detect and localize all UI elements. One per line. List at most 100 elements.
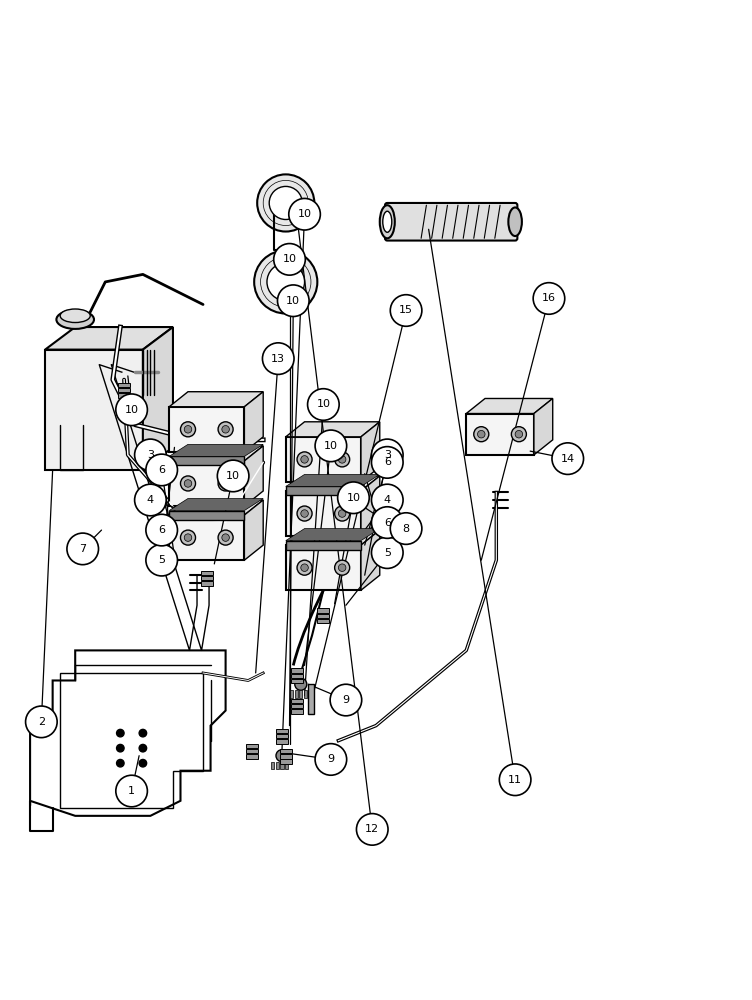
Circle shape <box>330 684 362 716</box>
Circle shape <box>515 430 523 438</box>
Circle shape <box>146 514 177 546</box>
Bar <box>291 699 303 703</box>
Text: 4: 4 <box>384 495 391 505</box>
Polygon shape <box>361 530 380 590</box>
FancyBboxPatch shape <box>45 350 143 470</box>
Bar <box>291 704 303 708</box>
Circle shape <box>297 560 312 575</box>
Circle shape <box>390 295 422 326</box>
Circle shape <box>116 775 147 807</box>
Text: 11: 11 <box>508 775 522 785</box>
Circle shape <box>184 480 192 487</box>
Text: 1: 1 <box>128 786 135 796</box>
Bar <box>299 690 302 698</box>
Circle shape <box>180 530 196 545</box>
Circle shape <box>338 564 346 571</box>
Polygon shape <box>286 530 380 545</box>
Polygon shape <box>169 446 263 461</box>
Polygon shape <box>466 398 553 414</box>
Circle shape <box>511 427 526 442</box>
Bar <box>291 668 303 673</box>
Circle shape <box>146 544 177 576</box>
Text: 6: 6 <box>384 457 391 467</box>
Polygon shape <box>466 414 534 455</box>
Circle shape <box>269 186 302 220</box>
Text: 6: 6 <box>158 465 165 475</box>
Polygon shape <box>286 437 361 482</box>
Circle shape <box>335 506 350 521</box>
Circle shape <box>135 439 166 471</box>
Circle shape <box>289 198 320 230</box>
Text: 10: 10 <box>226 471 240 481</box>
Circle shape <box>180 476 196 491</box>
Bar <box>276 729 288 733</box>
Circle shape <box>478 430 485 438</box>
Circle shape <box>301 510 308 517</box>
Text: 6: 6 <box>158 525 165 535</box>
Bar <box>291 709 303 714</box>
Ellipse shape <box>508 207 522 236</box>
Polygon shape <box>244 500 263 560</box>
Circle shape <box>257 174 314 232</box>
Text: 15: 15 <box>399 305 413 315</box>
Bar <box>246 754 258 759</box>
Polygon shape <box>169 498 263 511</box>
Polygon shape <box>169 500 263 515</box>
Polygon shape <box>169 444 263 456</box>
Bar <box>280 749 292 753</box>
Text: 10: 10 <box>125 405 138 415</box>
Circle shape <box>371 537 403 568</box>
Circle shape <box>116 394 147 426</box>
Text: 14: 14 <box>561 454 575 464</box>
Bar <box>201 571 213 575</box>
Circle shape <box>267 263 305 301</box>
Bar <box>276 739 288 744</box>
Circle shape <box>371 447 403 478</box>
Circle shape <box>338 510 346 517</box>
Circle shape <box>184 426 192 433</box>
Bar <box>118 383 130 387</box>
Bar <box>317 608 329 613</box>
Text: 9: 9 <box>342 695 350 705</box>
Circle shape <box>139 729 147 737</box>
Polygon shape <box>169 515 244 560</box>
Polygon shape <box>286 422 380 437</box>
Bar <box>118 393 130 398</box>
Circle shape <box>146 454 177 486</box>
Circle shape <box>308 389 339 420</box>
Circle shape <box>277 285 309 317</box>
Bar <box>295 690 298 698</box>
Polygon shape <box>361 422 380 482</box>
FancyBboxPatch shape <box>385 203 517 241</box>
Circle shape <box>117 744 124 752</box>
Ellipse shape <box>380 205 395 238</box>
Circle shape <box>276 750 288 762</box>
Bar <box>246 744 258 748</box>
Circle shape <box>338 456 346 463</box>
Text: 3: 3 <box>147 450 154 460</box>
Circle shape <box>301 456 308 463</box>
Text: 10: 10 <box>347 493 360 503</box>
Text: 10: 10 <box>317 399 330 409</box>
Text: 7: 7 <box>79 544 86 554</box>
Polygon shape <box>361 476 380 536</box>
Polygon shape <box>169 461 244 506</box>
Circle shape <box>218 530 233 545</box>
Bar <box>317 614 329 618</box>
Text: 9: 9 <box>327 754 335 764</box>
Bar <box>291 674 303 678</box>
Text: 10: 10 <box>324 441 338 451</box>
Circle shape <box>297 506 312 521</box>
Circle shape <box>254 250 317 314</box>
Circle shape <box>335 452 350 467</box>
Bar <box>276 734 288 738</box>
Circle shape <box>533 283 565 314</box>
Circle shape <box>371 439 403 471</box>
Ellipse shape <box>56 310 94 329</box>
Bar <box>317 619 329 623</box>
Polygon shape <box>45 327 173 350</box>
Circle shape <box>222 534 229 541</box>
Polygon shape <box>286 486 361 495</box>
Circle shape <box>217 460 249 492</box>
Text: 6: 6 <box>384 518 391 528</box>
